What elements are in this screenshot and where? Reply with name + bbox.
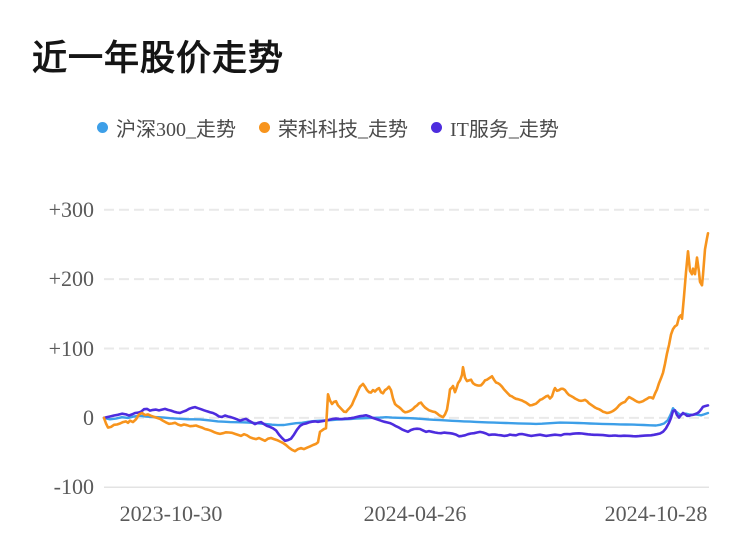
y-tick-label: +100 bbox=[48, 335, 94, 361]
legend-item-itservice[interactable]: IT服务_走势 bbox=[431, 113, 559, 142]
x-tick-label: 2024-04-26 bbox=[363, 501, 467, 526]
legend-label: 荣科科技_走势 bbox=[278, 119, 408, 141]
series-line-rongke[interactable] bbox=[102, 232, 710, 453]
x-tick-label: 2024-10-28 bbox=[604, 501, 708, 526]
series-dot-icon bbox=[431, 122, 442, 133]
series-dot-icon bbox=[259, 122, 270, 133]
page-title: 近一年股价走势 bbox=[32, 39, 285, 78]
y-tick-label: -100 bbox=[53, 474, 94, 500]
legend-item-hs300[interactable]: 沪深300_走势 bbox=[97, 113, 236, 142]
legend: 沪深300_走势 荣科科技_走势 IT服务_走势 bbox=[97, 113, 559, 142]
series-line-itservice[interactable] bbox=[102, 404, 710, 443]
x-tick-label: 2023-10-30 bbox=[119, 501, 223, 526]
y-tick-label: +200 bbox=[48, 266, 94, 292]
series-dot-icon bbox=[97, 122, 108, 133]
legend-item-rongke[interactable]: 荣科科技_走势 bbox=[259, 113, 408, 142]
legend-label: IT服务_走势 bbox=[450, 119, 559, 141]
series-line-hs300[interactable] bbox=[102, 407, 710, 427]
gridlines bbox=[104, 208, 709, 489]
legend-label: 沪深300_走势 bbox=[116, 119, 236, 141]
y-tick-label: 0 bbox=[83, 404, 94, 430]
y-tick-label: +300 bbox=[48, 196, 94, 222]
